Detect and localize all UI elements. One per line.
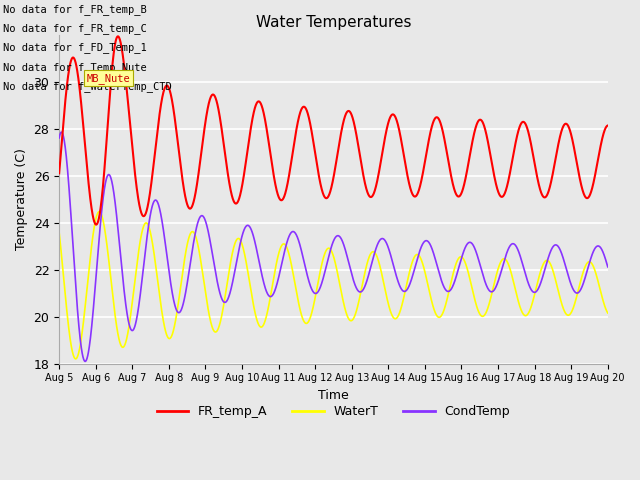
Text: No data for f_Temp_Nute: No data for f_Temp_Nute (3, 61, 147, 72)
Y-axis label: Temperature (C): Temperature (C) (15, 149, 28, 251)
X-axis label: Time: Time (318, 389, 349, 402)
Title: Water Temperatures: Water Temperatures (256, 15, 412, 30)
Text: MB_Nute: MB_Nute (86, 72, 130, 84)
Legend: FR_temp_A, WaterT, CondTemp: FR_temp_A, WaterT, CondTemp (152, 400, 515, 423)
Text: No data for f_WaterTemp_CTD: No data for f_WaterTemp_CTD (3, 81, 172, 92)
Text: No data for f_FD_Temp_1: No data for f_FD_Temp_1 (3, 42, 147, 53)
Text: No data for f_FR_temp_C: No data for f_FR_temp_C (3, 23, 147, 34)
Text: No data for f_FR_temp_B: No data for f_FR_temp_B (3, 4, 147, 15)
